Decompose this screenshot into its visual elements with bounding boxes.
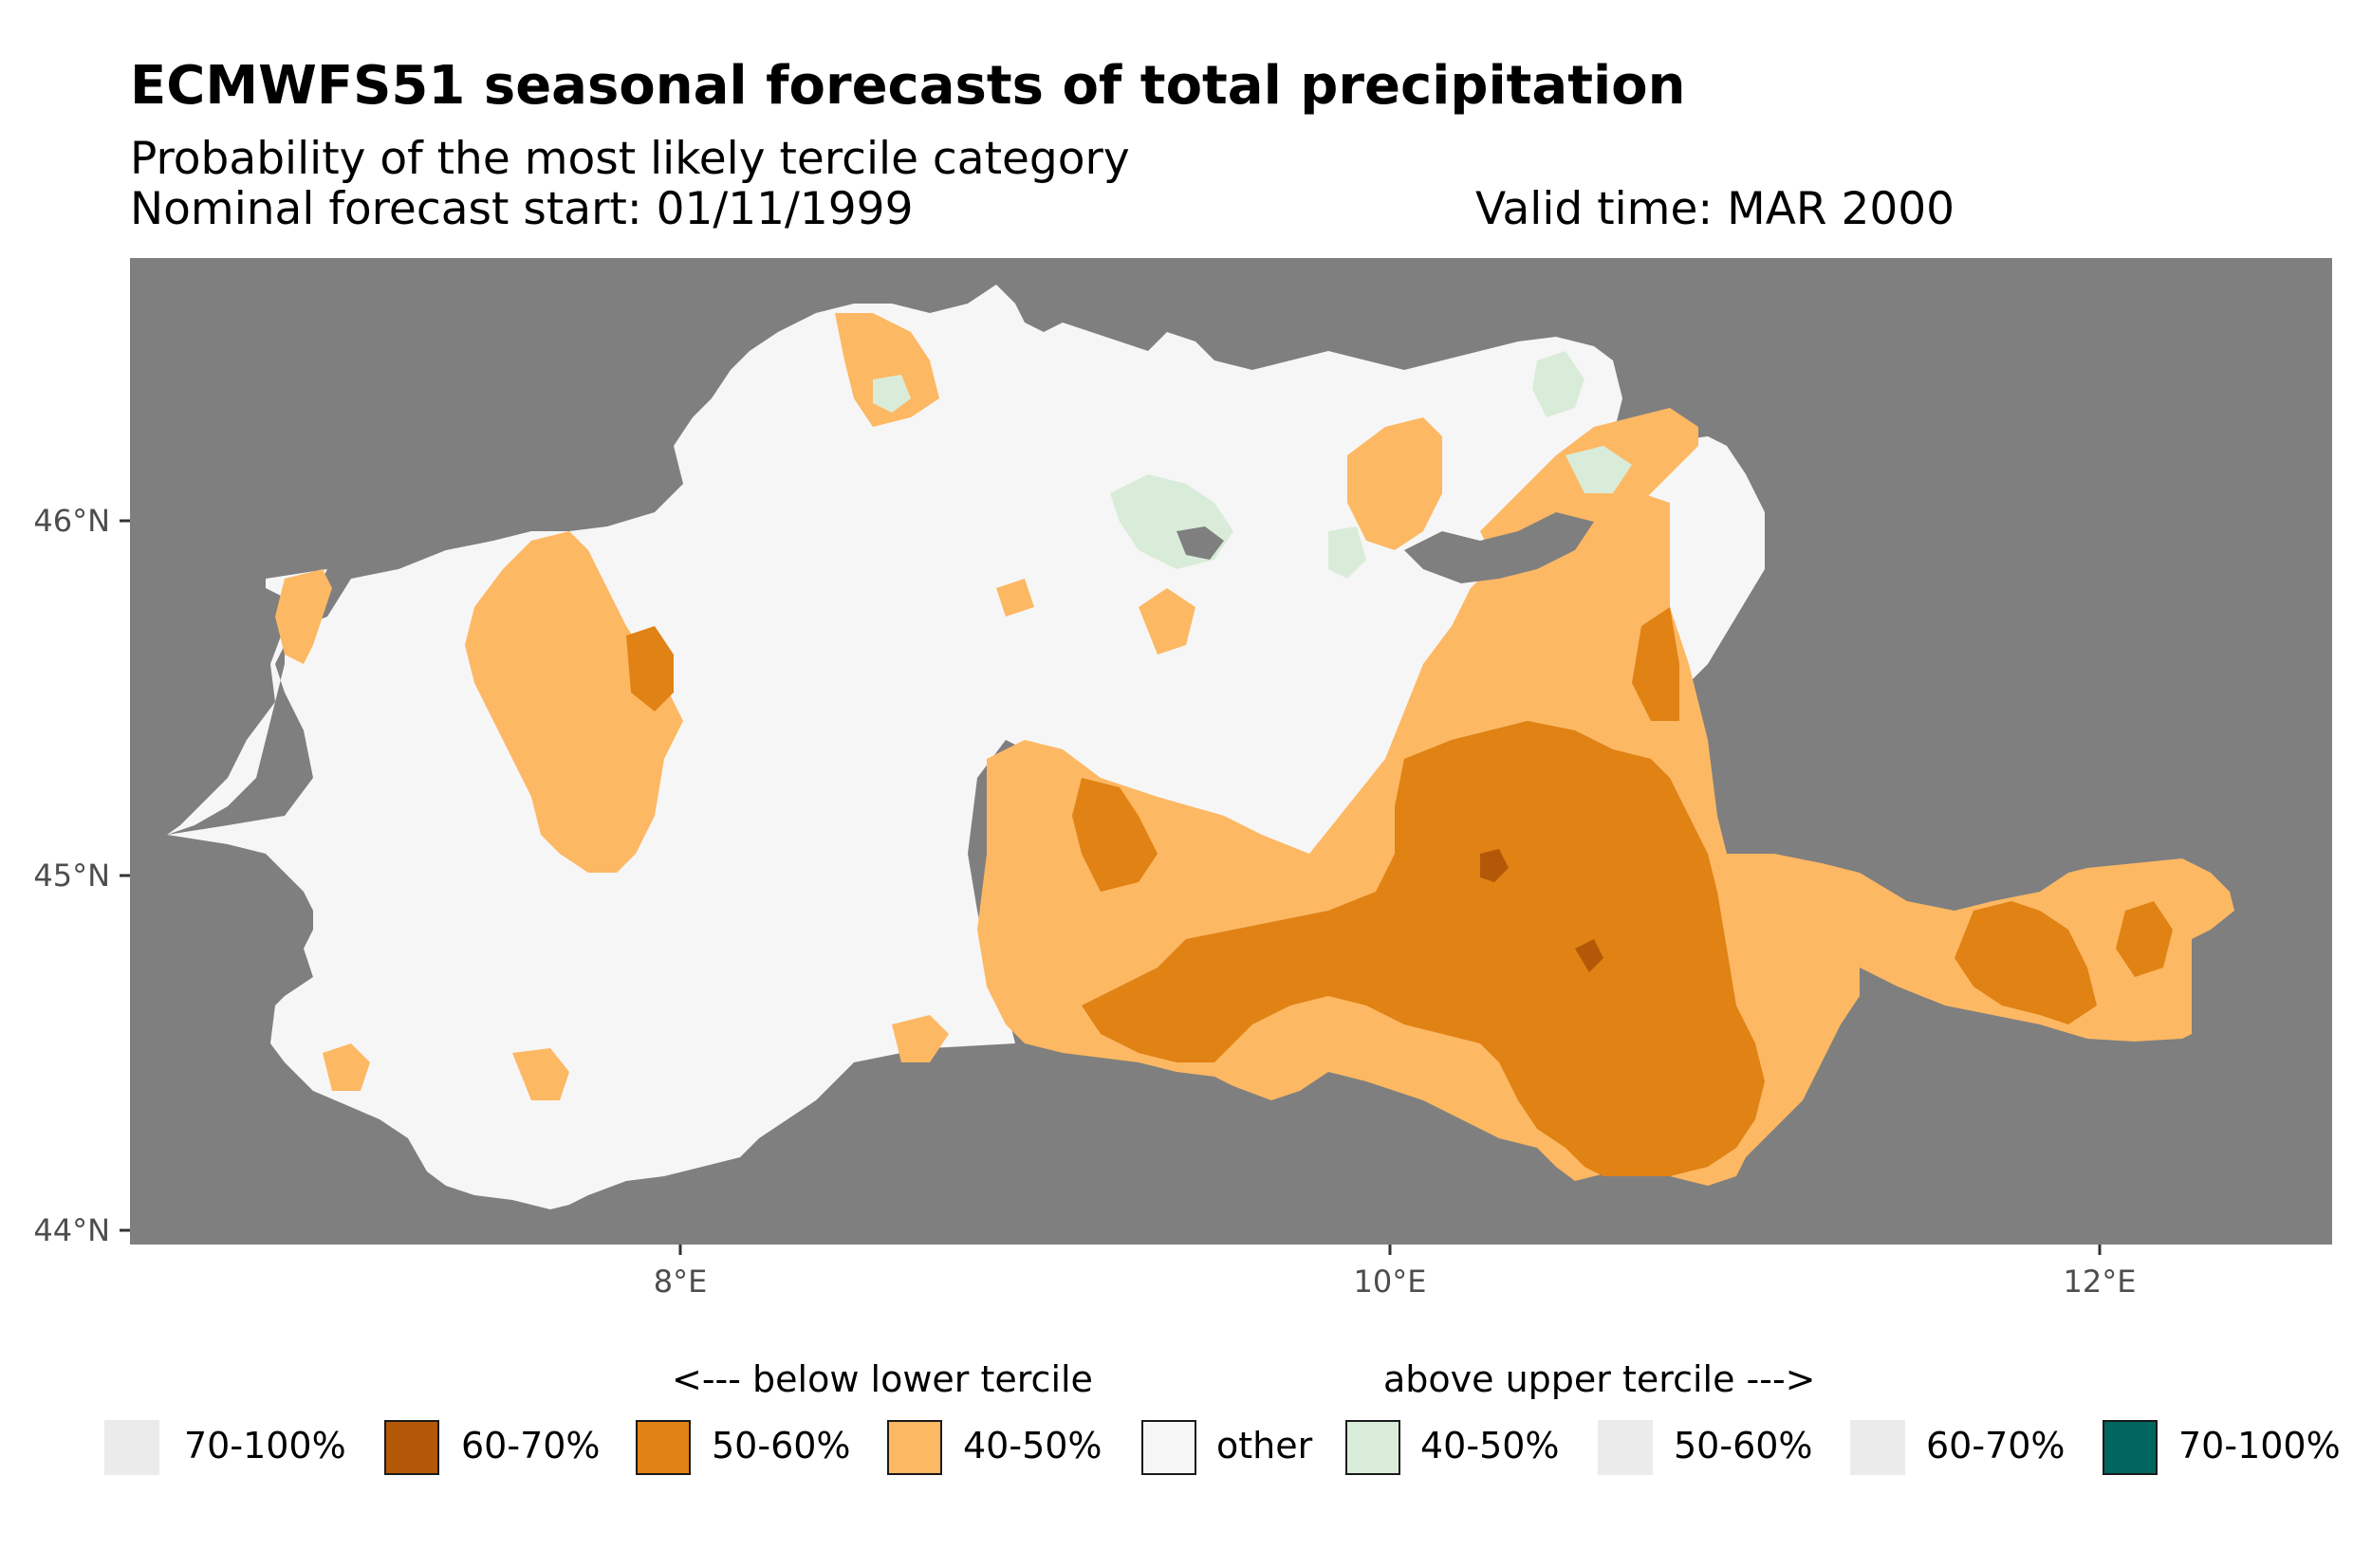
region-above-40-50 — [873, 351, 1632, 579]
y-axis — [120, 519, 130, 1232]
legend-label-above-70-100: 70-100% — [2178, 1425, 2341, 1467]
map-title: ECMWFS51 seasonal forecasts of total pre… — [130, 55, 1686, 117]
legend-key-below-70-100 — [104, 1420, 159, 1475]
legend-key-below-60-70 — [384, 1420, 439, 1475]
legend-key-above-40-50 — [1345, 1420, 1400, 1475]
region-below-50-60 — [626, 607, 2173, 1176]
x-axis — [678, 1245, 2102, 1255]
legend-key-below-40-50 — [887, 1420, 942, 1475]
legend-label-below-50-60: 50-60% — [712, 1425, 851, 1467]
legend-label-below-70-100: 70-100% — [184, 1425, 346, 1467]
y-tick-label-44: 44°N — [33, 1212, 110, 1248]
legend-label-below-40-50: 40-50% — [963, 1425, 1102, 1467]
region-no-data — [1176, 512, 1594, 583]
legend-label-other: other — [1216, 1425, 1313, 1467]
forecast-start: Nominal forecast start: 01/11/1999 — [130, 183, 914, 235]
legend-key-above-50-60 — [1598, 1420, 1653, 1475]
legend-label-above-40-50: 40-50% — [1420, 1425, 1560, 1467]
x-tick-label-10: 10°E — [1354, 1264, 1427, 1300]
legend-key-above-70-100 — [2103, 1420, 2158, 1475]
legend-key-other — [1141, 1420, 1196, 1475]
map-subtitle: Probability of the most likely tercile c… — [130, 133, 1130, 185]
region-below-40-50 — [275, 313, 2234, 1186]
x-tick-label-12: 12°E — [2064, 1264, 2137, 1300]
valid-time: Valid time: MAR 2000 — [1475, 183, 1955, 235]
x-tick-label-8: 8°E — [654, 1264, 708, 1300]
y-tick-label-46: 46°N — [33, 503, 110, 539]
region-below-60-70 — [1480, 849, 1603, 972]
legend-label-above-50-60: 50-60% — [1674, 1425, 1813, 1467]
legend-label-below-60-70: 60-70% — [461, 1425, 601, 1467]
y-tick-label-45: 45°N — [33, 858, 110, 894]
legend-key-below-50-60 — [636, 1420, 691, 1475]
legend-below-title: <--- below lower tercile — [672, 1358, 1093, 1400]
legend-label-above-60-70: 60-70% — [1926, 1425, 2066, 1467]
legend-key-above-60-70 — [1850, 1420, 1905, 1475]
legend-above-title: above upper tercile ---> — [1383, 1358, 1816, 1400]
